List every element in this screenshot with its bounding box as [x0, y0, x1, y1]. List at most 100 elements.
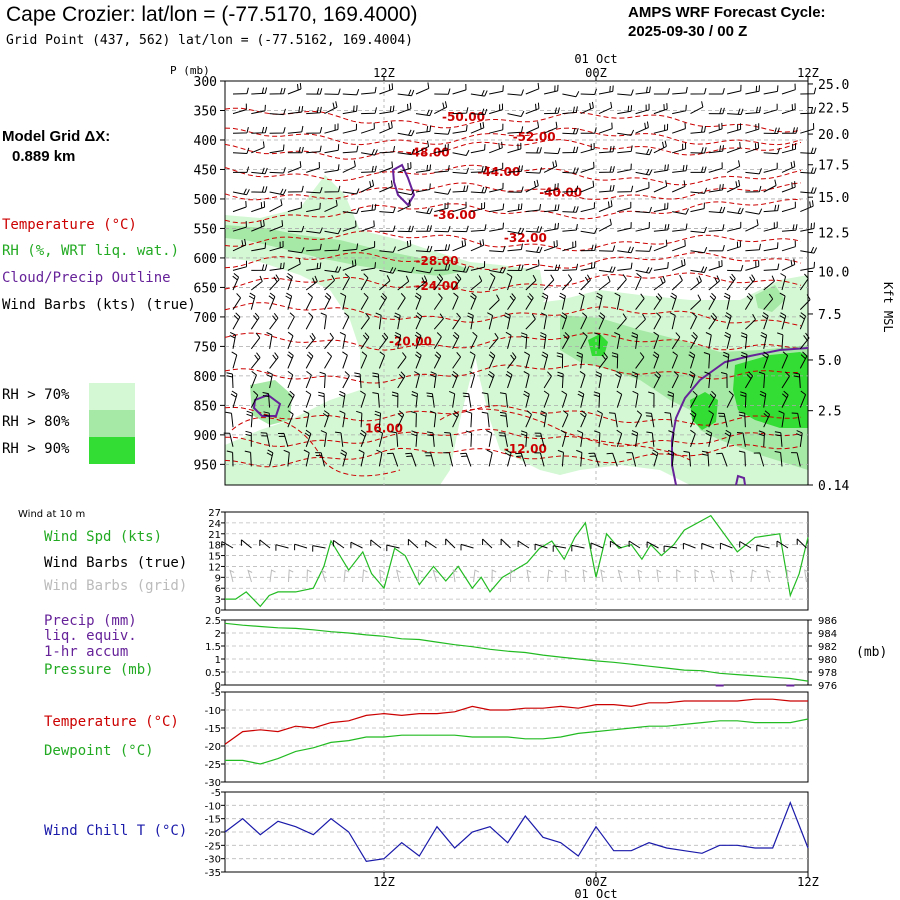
wind-barb-441: [690, 332, 698, 350]
wind-barb-513: [250, 390, 259, 408]
wind-barb-257: [251, 242, 267, 252]
wind-barb-628: [588, 452, 600, 467]
wind-barb-445: [760, 331, 768, 349]
wind-barb-80: [525, 121, 540, 134]
wind-barb-264: [379, 246, 396, 253]
wind-barb-474: [703, 352, 711, 369]
wind-barb-151: [653, 164, 669, 173]
wind-barb-166: [342, 188, 360, 195]
wind-barb-251: [726, 221, 742, 232]
wind-barb-140: [452, 167, 469, 174]
wind-barb-21: [617, 89, 634, 96]
wind-barb-260: [306, 243, 322, 252]
wind-barb-299: [434, 264, 451, 271]
wind-barb-104: [379, 146, 396, 154]
wind-barb-108: [452, 149, 470, 156]
legend-precip: Precip (mm): [44, 613, 137, 629]
true-wind-barb-22: [628, 540, 641, 549]
wind-barb-308: [598, 266, 616, 273]
wind-barb-134: [342, 160, 356, 173]
wind-barb-199: [361, 203, 377, 213]
dewpoint-line: [225, 718, 809, 765]
panel-temp-ylabel-0: -5: [211, 688, 221, 699]
wind-barb-164: [306, 187, 323, 194]
temp-contour-label-5: -36.00: [433, 208, 476, 222]
wind-barb-532: [593, 391, 601, 408]
grid-wind-barb-16: [526, 569, 532, 583]
grid-wind-barb-8: [378, 569, 384, 583]
wind-barb-193: [251, 201, 266, 213]
wind-barb-384: [232, 312, 241, 330]
grid-point-subtitle: Grid Point (437, 562) lat/lon = (-77.516…: [6, 33, 413, 48]
wind-barb-49: [544, 107, 560, 115]
wind-barb-61: [763, 103, 778, 115]
wind-barb-612: [303, 449, 310, 467]
panel-temp-ylabel-2: -15: [205, 724, 221, 735]
cross-section-wind-barbs: [223, 82, 818, 467]
wind-barb-141: [470, 165, 487, 173]
wind-barb-351: [799, 273, 809, 291]
wind-barb-228: [306, 227, 323, 234]
pressure-right-label-0: 986: [818, 616, 837, 627]
wind-barb-380: [744, 292, 754, 310]
wind-barb-567: [645, 412, 655, 428]
wind-barb-30: [781, 83, 796, 95]
wind-barb-109: [470, 144, 486, 154]
true-wind-barb-25: [682, 542, 696, 550]
temp-contour-label-1: -52.00: [513, 130, 556, 144]
wind-barb-37: [324, 101, 338, 115]
wind-barb-444: [740, 332, 748, 349]
wind-barb-253: [763, 221, 778, 232]
wind-barb-237: [470, 224, 487, 232]
wind-barb-398: [487, 312, 494, 330]
wind-barb-599: [646, 431, 655, 447]
wind-barb-183: [653, 180, 668, 193]
wind-barb-391: [360, 312, 370, 330]
grid-wind-barb-17: [547, 569, 554, 583]
height-label-4: 15.0: [818, 191, 849, 206]
wind-barb-390: [342, 312, 350, 330]
wind-barb-246: [635, 221, 650, 232]
wind-barb-543: [799, 390, 807, 408]
wind-barb-44: [452, 107, 469, 115]
wind-barb-2: [269, 87, 286, 95]
grid-wind-barb-25: [694, 569, 700, 583]
wind-barb-231: [360, 220, 375, 232]
wind-barb-137: [397, 162, 412, 173]
true-wind-barb-5: [312, 545, 326, 552]
wind-barb-271: [507, 243, 523, 252]
wind-barb-97: [251, 141, 265, 154]
temp-contour-loop-a: [231, 417, 401, 477]
wind-barb-70: [342, 123, 357, 134]
wind-barb-85: [617, 129, 635, 136]
panel-wind-ylabel-8: 3: [215, 595, 221, 606]
wind-barb-339: [580, 274, 591, 291]
wind-barb-362: [414, 292, 422, 310]
height-label-7: 7.5: [818, 308, 841, 323]
wind-barb-52: [598, 101, 613, 115]
wind-barb-635: [716, 452, 728, 467]
wind-barb-529: [543, 390, 550, 408]
wind-barb-41: [397, 102, 412, 115]
wind-barb-484: [305, 370, 312, 389]
wind-barb-202: [415, 207, 433, 215]
wind-barb-347: [726, 273, 736, 291]
wind-barb-608: [226, 450, 234, 467]
wind-barb-431: [505, 331, 512, 349]
wind-barb-326: [342, 273, 350, 291]
wind-barb-538: [708, 390, 717, 408]
wind-barb-229: [324, 228, 342, 235]
true-wind-barb-4: [294, 543, 308, 551]
temp-contour-label-7: -28.00: [416, 254, 459, 268]
wind-barb-292: [306, 262, 322, 271]
panel-wind-ylabel-9: 0: [215, 606, 221, 617]
temp-contour-label-4: -40.00: [539, 185, 582, 199]
wind-barb-382: [779, 292, 786, 310]
true-wind-barb-28: [739, 541, 752, 549]
wind-barb-45: [470, 108, 488, 116]
wind-barb-154: [708, 162, 723, 173]
wind-barb-206: [489, 203, 505, 213]
wind-barb-365: [470, 292, 477, 310]
wind-barb-22: [635, 86, 651, 95]
wind-barb-142: [489, 162, 504, 173]
